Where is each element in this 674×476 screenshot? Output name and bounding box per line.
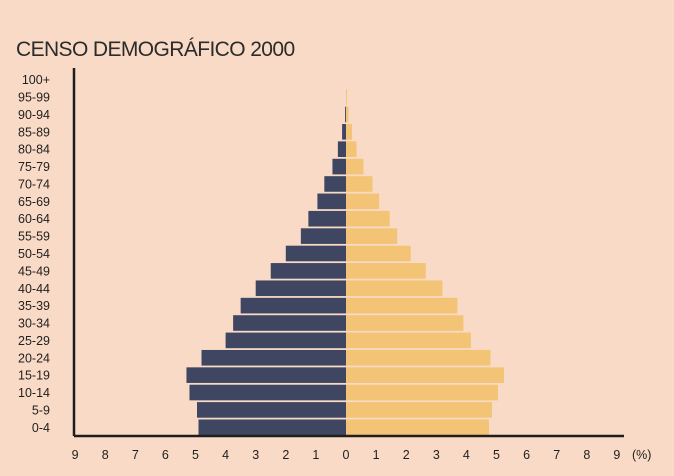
age-group-label: 60-64 (18, 212, 50, 226)
chart-title: CENSO DEMOGRÁFICO 2000 (16, 38, 295, 61)
bar-left-30-34 (233, 315, 346, 331)
bar-left-10-14 (189, 384, 346, 401)
x-tick-label: 2 (282, 448, 289, 462)
x-tick-label: 1 (373, 448, 380, 462)
bar-right-10-14 (346, 384, 499, 401)
bar-left-75-79 (332, 158, 346, 175)
bar-left-70-74 (324, 176, 346, 192)
x-tick-label: 8 (102, 448, 109, 462)
bar-right-15-19 (346, 367, 505, 383)
age-group-label: 70-74 (18, 177, 50, 191)
x-tick-label: 3 (252, 448, 259, 462)
age-group-label: 10-14 (18, 386, 50, 400)
bar-right-85-89 (346, 124, 353, 140)
bar-left-80-84 (337, 141, 346, 158)
age-group-label: 80-84 (18, 143, 50, 157)
bar-left-90-94 (345, 106, 346, 123)
age-group-label: 40-44 (18, 282, 50, 296)
bar-right-80-84 (346, 141, 357, 158)
age-group-label: 20-24 (18, 351, 50, 365)
bar-left-35-39 (240, 297, 346, 314)
age-group-label: 65-69 (18, 195, 50, 209)
age-group-label: 50-54 (18, 247, 50, 261)
x-axis-tick-labels: 9 8 7 6 5 4 3 2 1 0 1 2 3 4 5 6 7 8 9 (72, 448, 621, 462)
x-tick-label: 5 (192, 448, 199, 462)
bar-left-15-19 (186, 367, 346, 383)
age-group-label: 55-59 (18, 230, 50, 244)
bar-left-85-89 (342, 124, 346, 140)
age-group-label: 45-49 (18, 264, 50, 278)
age-group-label: 5-9 (32, 403, 50, 417)
x-tick-label: 6 (162, 448, 169, 462)
bar-left-40-44 (255, 280, 346, 297)
bar-right-90-94 (346, 106, 349, 123)
x-tick-label: 8 (583, 448, 590, 462)
bar-left-5-9 (197, 402, 346, 418)
x-tick-label: 9 (613, 448, 620, 462)
x-tick-label: 7 (553, 448, 560, 462)
age-group-label: 15-19 (18, 369, 50, 383)
bar-right-40-44 (346, 280, 443, 297)
age-group-label: 100+ (22, 73, 50, 87)
bars-layer (186, 89, 505, 436)
bar-right-70-74 (346, 176, 373, 192)
x-tick-label: 1 (312, 448, 319, 462)
bar-right-60-64 (346, 210, 390, 227)
bar-right-95-99 (346, 89, 347, 105)
age-group-label: 85-89 (18, 125, 50, 139)
x-tick-label: 3 (433, 448, 440, 462)
bar-left-45-49 (270, 263, 346, 279)
x-tick-label: 5 (493, 448, 500, 462)
age-group-label: 95-99 (18, 91, 50, 105)
x-tick-label: 7 (132, 448, 139, 462)
bar-right-75-79 (346, 158, 364, 175)
age-group-label: 75-79 (18, 160, 50, 174)
x-tick-label: 2 (403, 448, 410, 462)
bar-right-50-54 (346, 245, 411, 262)
bar-right-35-39 (346, 297, 458, 314)
bar-left-55-59 (300, 228, 346, 244)
bar-right-55-59 (346, 228, 398, 244)
bar-left-25-29 (225, 332, 346, 349)
bar-right-25-29 (346, 332, 471, 349)
age-group-labels: 100+ 95-99 90-94 85-89 80-84 75-79 70-74 65-69 6… (18, 73, 50, 435)
bar-right-65-69 (346, 193, 380, 210)
x-tick-label: 4 (463, 448, 470, 462)
bar-left-65-69 (317, 193, 346, 210)
age-group-label: 90-94 (18, 108, 50, 122)
bar-left-50-54 (285, 245, 346, 262)
age-group-label: 25-29 (18, 334, 50, 348)
bar-left-60-64 (308, 210, 346, 227)
x-tick-label: 9 (72, 448, 79, 462)
bar-left-0-4 (198, 419, 346, 436)
age-group-label: 0-4 (32, 421, 50, 435)
x-axis-unit-label: (%) (632, 448, 651, 462)
bar-right-20-24 (346, 349, 491, 366)
bar-right-45-49 (346, 263, 426, 279)
x-tick-label: 4 (222, 448, 229, 462)
bar-right-0-4 (346, 419, 489, 436)
x-tick-label: 0 (343, 448, 350, 462)
bar-left-20-24 (201, 349, 346, 366)
bar-right-30-34 (346, 315, 464, 331)
age-group-label: 30-34 (18, 317, 50, 331)
age-group-label: 35-39 (18, 299, 50, 313)
bar-right-5-9 (346, 402, 492, 418)
x-tick-label: 6 (523, 448, 530, 462)
